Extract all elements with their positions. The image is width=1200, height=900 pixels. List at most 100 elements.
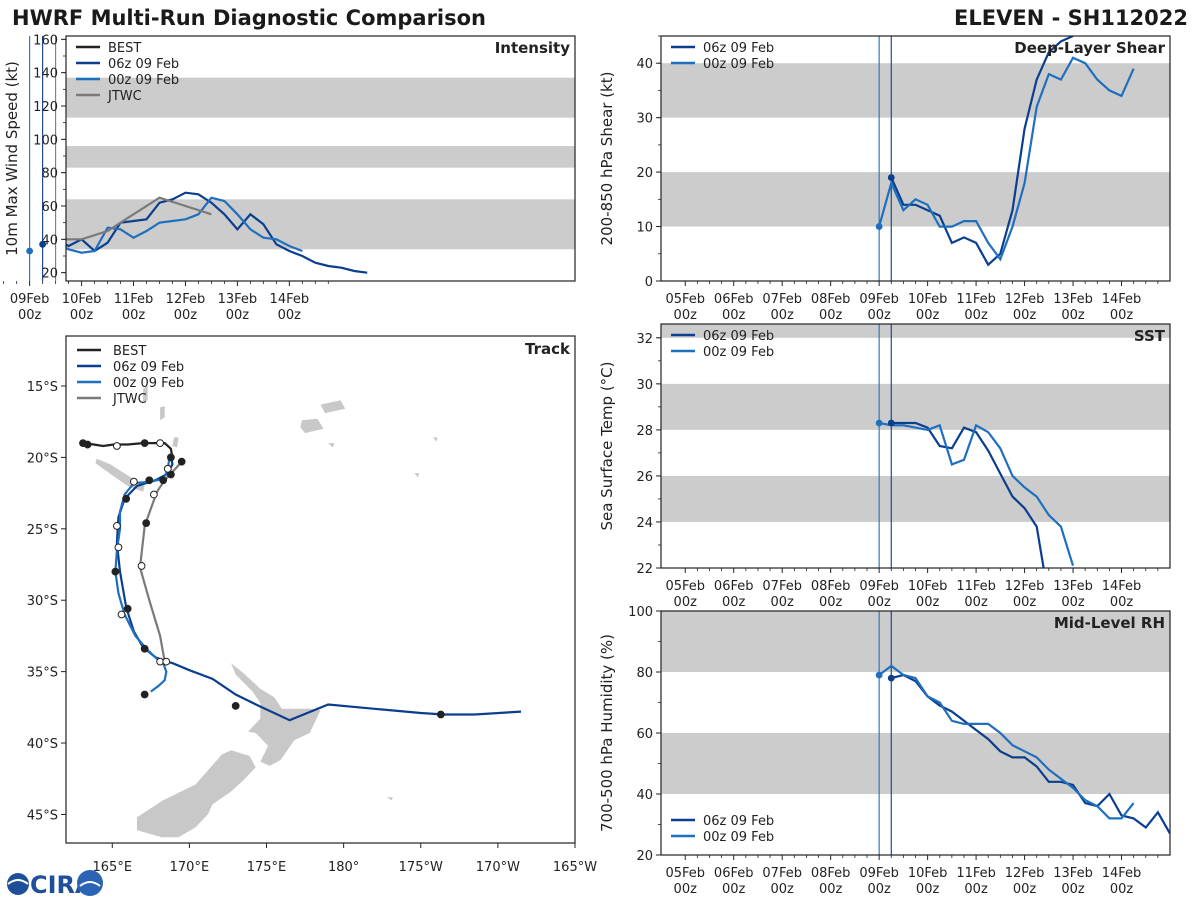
shear-xtick-label: 05Feb	[665, 292, 705, 307]
sst-xtick-label: 00z	[916, 595, 940, 610]
shear-frame	[660, 35, 1171, 282]
shear-ytick-label: 10	[636, 221, 653, 236]
intensity-xtick-label: 12Feb	[166, 292, 206, 307]
sst-legend-label: 06z 09 Feb	[703, 329, 774, 344]
intensity-xtick-label: 00z	[278, 308, 302, 323]
sst-xtick-label: 11Feb	[956, 579, 996, 594]
shear-init-dot-run00	[875, 223, 883, 230]
track-ytick-label: 30°S	[27, 594, 58, 609]
rh-panel: 2040608010005Feb00z06Feb00z07Feb00z08Feb…	[598, 605, 1171, 897]
shear-xtick-label: 00z	[722, 308, 746, 323]
track-legend-label: 00z 09 Feb	[113, 376, 184, 391]
intensity-band-1	[66, 146, 575, 168]
intensity-ytick-label: 140	[33, 67, 58, 82]
track-xtick-label: 165°W	[553, 860, 597, 875]
shear-line-run06	[890, 36, 1074, 267]
intensity-xtick-label: 13Feb	[218, 292, 258, 307]
sst-legend-label: 00z 09 Feb	[703, 345, 774, 360]
track-marker-best	[83, 440, 92, 449]
intensity-xtick-label: 14Feb	[270, 292, 310, 307]
rh-legend-label: 06z 09 Feb	[703, 814, 774, 829]
sst-init-dot-run00	[875, 419, 883, 427]
sst-xtick-label: 00z	[1110, 595, 1134, 610]
sst-xtick-label: 00z	[771, 595, 795, 610]
track-marker-run06	[145, 476, 154, 485]
track-plot-area	[66, 336, 575, 843]
intensity-line-jtwc	[66, 196, 212, 241]
track-xtick-label: 165°E	[93, 860, 133, 875]
rh-xtick-label: 00z	[964, 882, 988, 897]
intensity-xtick-label: 00z	[18, 308, 42, 323]
rh-ytick-label: 40	[636, 788, 653, 803]
track-lines	[79, 439, 522, 722]
shear-xtick-label: 07Feb	[762, 292, 802, 307]
intensity-xtick-label: 11Feb	[114, 292, 154, 307]
storm-id: ELEVEN - SH112022	[954, 6, 1188, 30]
sst-xtick-label: 14Feb	[1102, 579, 1142, 594]
intensity-legend-label: 06z 09 Feb	[108, 57, 179, 72]
shear-xtick-label: 10Feb	[908, 292, 948, 307]
track-marker-jtwc	[137, 562, 146, 570]
sst-xtick-label: 00z	[819, 595, 843, 610]
shear-ytick-label: 40	[636, 57, 653, 72]
rh-xtick-label: 13Feb	[1053, 866, 1093, 881]
rh-xtick-label: 10Feb	[908, 866, 948, 881]
intensity-legend-label: JTWC	[107, 89, 142, 104]
sst-xtick-label: 13Feb	[1053, 579, 1093, 594]
shear-xtick-label: 00z	[674, 308, 698, 323]
vanuatu-land	[143, 386, 148, 404]
rh-ytick-label: 80	[636, 666, 653, 681]
sst-xtick-label: 05Feb	[665, 579, 705, 594]
rh-xtick-label: 00z	[1013, 882, 1037, 897]
track-marker-run00	[113, 522, 121, 530]
tonga-land	[414, 473, 420, 478]
intensity-ytick-label: 20	[41, 267, 58, 282]
track-marker-run06	[166, 453, 175, 462]
shear-xtick-label: 00z	[819, 308, 843, 323]
sst-xtick-label: 12Feb	[1005, 579, 1045, 594]
shear-title: Deep-Layer Shear	[1014, 39, 1165, 57]
figure-title: HWRF Multi-Run Diagnostic Comparison	[12, 6, 486, 30]
rh-band-0	[661, 733, 1170, 794]
track-marker-jtwc	[162, 657, 171, 666]
rh-xtick-label: 07Feb	[762, 866, 802, 881]
track-marker-jtwc	[159, 476, 168, 485]
shear-xtick-label: 00z	[964, 308, 988, 323]
track-legend-label: 06z 09 Feb	[113, 360, 184, 375]
shear-line-run00	[878, 56, 1135, 262]
track-ytick-label: 15°S	[27, 380, 58, 395]
shear-band-1	[661, 63, 1170, 118]
sst-xtick-label: 00z	[867, 595, 891, 610]
track-frame	[65, 335, 576, 844]
shear-xtick-label: 14Feb	[1102, 292, 1142, 307]
track-xtick-label: 180°	[328, 860, 359, 875]
track-marker-run00	[129, 477, 138, 486]
track-legend-label: JTWC	[112, 392, 147, 407]
intensity-ytick-label: 60	[41, 200, 58, 215]
sst-band-0	[661, 475, 1170, 522]
sst-ytick-label: 30	[636, 378, 653, 393]
intensity-ytick-label: 160	[33, 33, 58, 48]
rh-title: Mid-Level RH	[1054, 614, 1165, 632]
rh-xtick-label: 00z	[722, 882, 746, 897]
shear-xtick-label: 11Feb	[956, 292, 996, 307]
track-marker-jtwc	[177, 457, 186, 466]
intensity-xtick-label: 00z	[174, 308, 198, 323]
track-marker-run00	[117, 610, 126, 619]
intensity-xtick-label: 00z	[122, 308, 146, 323]
rh-xtick-label: 00z	[1110, 882, 1134, 897]
sst-ylabel: Sea Surface Temp (°C)	[598, 361, 616, 530]
sst-plot-area	[661, 324, 1170, 568]
intensity-legend-label: BEST	[108, 41, 141, 56]
rh-xtick-label: 09Feb	[859, 866, 899, 881]
sst-xtick-label: 06Feb	[714, 579, 754, 594]
track-marker-jtwc	[150, 490, 158, 499]
rh-band-1	[661, 611, 1170, 672]
intensity-band-0	[66, 199, 575, 250]
intensity-ylabel: 10m Max Wind Speed (kt)	[3, 61, 21, 256]
intensity-xtick-label: 00z	[226, 308, 250, 323]
tonga-land	[433, 437, 438, 442]
track-line-best	[82, 442, 174, 458]
rh-init-dot-run06	[887, 674, 895, 682]
cira-logo: CIRA	[7, 870, 103, 899]
